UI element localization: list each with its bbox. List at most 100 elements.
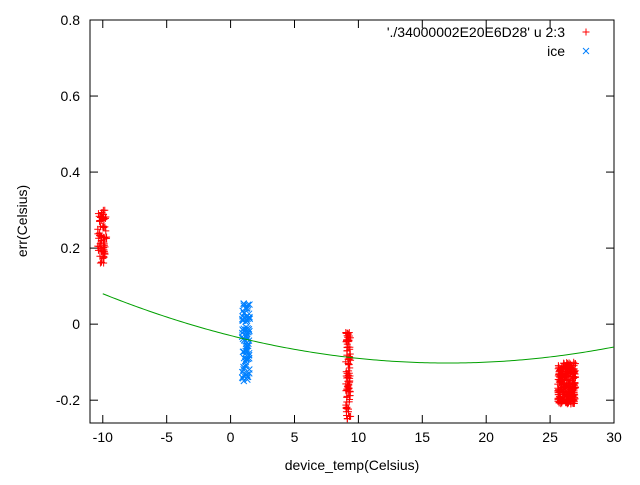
data-point	[345, 334, 353, 342]
data-point	[557, 372, 565, 380]
x-tick-label: -10	[93, 429, 113, 445]
data-point	[555, 399, 563, 407]
data-point	[567, 363, 575, 371]
data-point	[561, 373, 569, 381]
x-tick-label: -5	[160, 429, 173, 445]
data-points	[94, 206, 580, 423]
y-tick-label: 0.2	[61, 240, 81, 256]
y-tick-label: 0.4	[61, 164, 81, 180]
data-point	[558, 377, 566, 385]
x-tick-label: 10	[351, 429, 367, 445]
data-point	[97, 223, 105, 231]
data-point	[346, 364, 354, 372]
data-point	[245, 337, 253, 344]
legend-label-series-2: ice	[547, 43, 565, 59]
data-point	[94, 246, 102, 254]
data-point	[342, 401, 350, 409]
data-point	[100, 236, 108, 244]
data-point	[101, 206, 109, 214]
x-axis-label: device_temp(Celsius)	[285, 457, 420, 473]
fit-line-group	[102, 293, 615, 364]
data-point	[556, 382, 564, 390]
data-point	[245, 328, 252, 336]
data-point	[99, 248, 107, 256]
data-point	[345, 361, 353, 369]
axis-tick-labels: -10 -5 0 5 10 15 20 25 30 -0.2 0 0.2 0.4 0.6 0.8	[56, 12, 622, 445]
x-tick-label: 15	[415, 429, 431, 445]
data-point	[240, 377, 248, 385]
data-point	[343, 392, 351, 400]
data-point	[343, 385, 351, 393]
data-point	[240, 300, 248, 307]
data-point	[94, 210, 102, 218]
y-tick-label: 0.6	[61, 88, 81, 104]
data-point	[557, 398, 565, 406]
x-tick-label: 30	[606, 429, 622, 445]
data-point	[241, 315, 249, 322]
data-point	[346, 378, 354, 386]
legend-label-series-1: './34000002E20E6D28' u 2:3	[387, 24, 565, 40]
data-point	[94, 242, 102, 250]
data-point	[343, 415, 351, 423]
data-point	[559, 363, 567, 371]
data-point	[244, 342, 252, 350]
data-point	[245, 349, 253, 357]
y-tick-label: 0.8	[61, 12, 81, 28]
data-point	[567, 400, 575, 408]
data-point	[342, 329, 350, 337]
data-point	[343, 405, 351, 413]
data-point	[240, 363, 247, 371]
legend: './34000002E20E6D28' u 2:3 ice	[387, 24, 590, 59]
data-point	[243, 315, 250, 323]
y-tick-label: 0	[72, 316, 80, 332]
data-point	[569, 392, 577, 400]
data-point	[96, 259, 104, 267]
data-point	[559, 369, 567, 377]
data-point	[566, 362, 574, 370]
data-point	[554, 387, 562, 395]
data-point	[343, 412, 351, 420]
fit-line	[102, 293, 615, 364]
data-point	[571, 384, 579, 392]
x-tick-label: 20	[478, 429, 494, 445]
data-point	[100, 252, 108, 260]
data-point	[570, 389, 578, 397]
data-point	[570, 395, 578, 403]
data-point	[239, 348, 247, 356]
data-point	[102, 227, 110, 235]
data-point	[554, 397, 562, 405]
data-point	[245, 370, 253, 377]
data-point	[555, 363, 563, 371]
data-point	[96, 216, 104, 224]
y-tick-label: -0.2	[56, 392, 80, 408]
data-point	[243, 361, 250, 369]
data-point	[100, 210, 108, 218]
data-point	[563, 395, 571, 403]
data-point	[346, 345, 354, 353]
data-point	[240, 354, 248, 362]
data-point	[242, 332, 250, 340]
data-point	[562, 387, 570, 395]
legend-marker-series-1	[582, 28, 590, 36]
y-axis-label: err(Celsius)	[14, 185, 30, 257]
data-point	[342, 387, 350, 395]
data-point	[345, 352, 353, 360]
data-point	[96, 231, 104, 239]
data-point	[346, 372, 354, 380]
x-tick-label: 25	[542, 429, 558, 445]
x-tick-label: 5	[291, 429, 299, 445]
data-point	[99, 214, 107, 222]
data-point	[101, 243, 109, 251]
x-tick-label: 0	[227, 429, 235, 445]
data-point	[564, 389, 572, 397]
plot-frame	[89, 19, 615, 424]
legend-marker-series-2	[582, 47, 590, 55]
data-point	[344, 371, 352, 379]
data-point	[242, 371, 249, 379]
data-point	[344, 382, 352, 390]
axis-ticks	[90, 19, 615, 423]
data-point	[240, 302, 248, 310]
data-point	[241, 309, 248, 317]
data-point	[245, 352, 253, 359]
